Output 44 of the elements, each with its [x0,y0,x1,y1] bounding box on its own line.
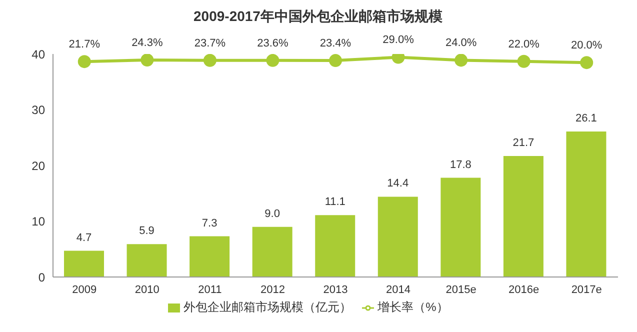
bar [126,244,167,277]
data-label: 17.8 [450,158,472,171]
data-label: 4.7 [76,232,92,244]
data-label: 21.7% [68,38,100,51]
data-label: 23.6% [257,37,289,50]
y-tick-label: 0 [38,270,46,284]
bar [315,215,356,277]
x-tick-label: 2017e [571,284,602,296]
data-label: 22.0% [508,38,540,50]
data-label: 14.4 [387,178,409,190]
x-tick-label: 2014 [386,284,411,296]
legend-label: 外包企业邮箱市场规模（亿元） [184,300,352,314]
y-tick-label: 10 [32,214,46,229]
bar [503,156,544,277]
y-tick-label: 40 [32,47,46,62]
data-label: 5.9 [139,225,154,238]
data-label: 7.3 [202,217,218,230]
data-label: 23.7% [194,37,226,50]
bar [440,178,481,277]
chart-title: 2009-2017年中国外包企业邮箱市场规模 [192,8,444,26]
data-label: 24.3% [132,37,163,50]
data-label: 21.7 [512,137,534,150]
x-tick-label: 2015e [446,284,476,296]
data-label: 24.0% [445,37,477,50]
x-tick-label: 2011 [198,284,222,296]
x-tick-label: 2013 [323,284,348,296]
x-tick-label: 2012 [260,284,285,296]
data-label: 26.1 [576,112,597,124]
legend-label: 增长率（%） [378,300,448,314]
data-label: 29.0% [382,34,414,46]
x-tick-label: 2016e [508,284,540,296]
bar [378,196,418,277]
data-label: 9.0 [264,208,280,220]
bar [64,250,104,277]
y-tick-label: 30 [32,103,46,118]
bar [190,236,230,277]
y-tick-label: 20 [32,158,46,173]
bar [566,131,606,277]
x-tick-label: 2009 [72,284,97,296]
x-tick-label: 2010 [134,284,160,296]
data-label: 23.4% [320,38,352,50]
bar [252,226,292,277]
data-label: 20.0% [571,40,602,52]
data-label: 11.1 [324,196,346,208]
